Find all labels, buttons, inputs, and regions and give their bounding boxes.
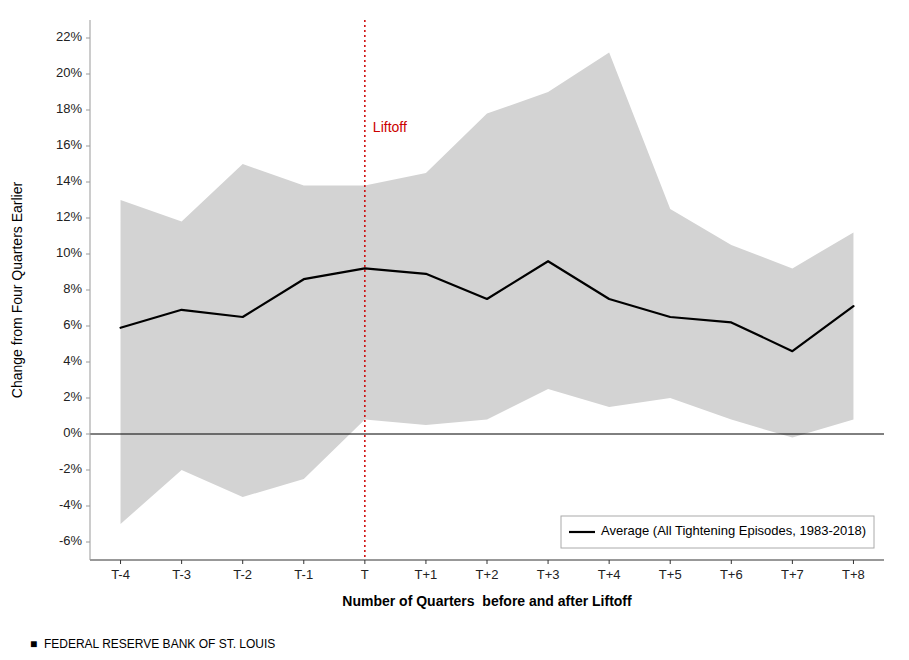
y-tick-label: 0% bbox=[63, 425, 82, 440]
x-axis-label: Number of Quarters before and after Lift… bbox=[342, 593, 632, 609]
y-tick bbox=[86, 38, 90, 39]
y-tick-label: 22% bbox=[56, 29, 82, 44]
y-tick-label: 12% bbox=[56, 209, 82, 224]
x-tick bbox=[792, 560, 793, 564]
x-tick bbox=[731, 560, 732, 564]
x-tick-label: T+4 bbox=[598, 567, 621, 582]
y-tick-label: 14% bbox=[56, 173, 82, 188]
x-tick-label: T-1 bbox=[294, 567, 313, 582]
zero-line bbox=[90, 434, 884, 435]
x-tick-label: T+7 bbox=[781, 567, 804, 582]
x-tick-label: T+1 bbox=[415, 567, 438, 582]
x-tick-label: T+8 bbox=[842, 567, 865, 582]
y-tick bbox=[86, 146, 90, 147]
legend: Average (All Tightening Episodes, 1983-2… bbox=[561, 516, 874, 548]
y-tick-label: 10% bbox=[56, 245, 82, 260]
x-tick bbox=[242, 560, 243, 564]
y-tick-label: 6% bbox=[63, 317, 82, 332]
x-tick-label: T bbox=[361, 567, 369, 582]
y-tick bbox=[86, 110, 90, 111]
x-tick bbox=[364, 560, 365, 564]
y-tick-label: 2% bbox=[63, 389, 82, 404]
y-tick-label: 18% bbox=[56, 101, 82, 116]
x-tick bbox=[303, 560, 304, 564]
band bbox=[121, 52, 854, 524]
y-tick bbox=[86, 74, 90, 75]
y-tick bbox=[86, 362, 90, 363]
y-tick bbox=[86, 290, 90, 291]
plot-area bbox=[90, 20, 884, 560]
x-tick bbox=[181, 560, 182, 564]
y-tick bbox=[86, 434, 90, 435]
y-tick bbox=[86, 506, 90, 507]
liftoff-line bbox=[364, 20, 366, 560]
mean-line bbox=[121, 261, 854, 351]
x-tick-label: T-2 bbox=[233, 567, 252, 582]
legend-label: Average (All Tightening Episodes, 1983-2… bbox=[601, 523, 866, 538]
y-tick bbox=[86, 470, 90, 471]
x-tick bbox=[120, 560, 121, 564]
y-tick bbox=[86, 542, 90, 543]
y-tick-label: 4% bbox=[63, 353, 82, 368]
y-tick-label: -6% bbox=[59, 533, 83, 548]
y-tick bbox=[86, 398, 90, 399]
x-tick bbox=[853, 560, 854, 564]
y-tick bbox=[86, 182, 90, 183]
x-tick-label: T+2 bbox=[476, 567, 499, 582]
y-tick bbox=[86, 254, 90, 255]
legend-box bbox=[561, 516, 874, 548]
y-tick bbox=[86, 326, 90, 327]
x-tick-label: T-4 bbox=[111, 567, 130, 582]
y-tick bbox=[86, 218, 90, 219]
x-tick-label: T+5 bbox=[659, 567, 682, 582]
x-tick bbox=[609, 560, 610, 564]
y-tick-label: 16% bbox=[56, 137, 82, 152]
x-tick bbox=[487, 560, 488, 564]
x-tick-label: T-3 bbox=[172, 567, 191, 582]
y-tick-label: -2% bbox=[59, 461, 83, 476]
liftoff-label: Liftoff bbox=[373, 119, 407, 135]
y-tick-label: -4% bbox=[59, 497, 83, 512]
legend-symbol bbox=[569, 531, 595, 533]
x-tick-label: T+3 bbox=[537, 567, 560, 582]
y-tick-label: 20% bbox=[56, 65, 82, 80]
y-axis-label: Change from Four Quarters Earlier bbox=[9, 182, 25, 399]
y-tick-label: 8% bbox=[63, 281, 82, 296]
x-tick bbox=[548, 560, 549, 564]
footer: ■ FEDERAL RESERVE BANK OF ST. LOUIS bbox=[30, 637, 275, 651]
x-tick bbox=[425, 560, 426, 564]
x-tick bbox=[670, 560, 671, 564]
x-tick-label: T+6 bbox=[720, 567, 743, 582]
chart: T-4 T-3 T-2 T-1 T T+1 T+2 T+3 T+4 T+5 T+6 T+7 T+8 -6%… bbox=[0, 0, 909, 660]
